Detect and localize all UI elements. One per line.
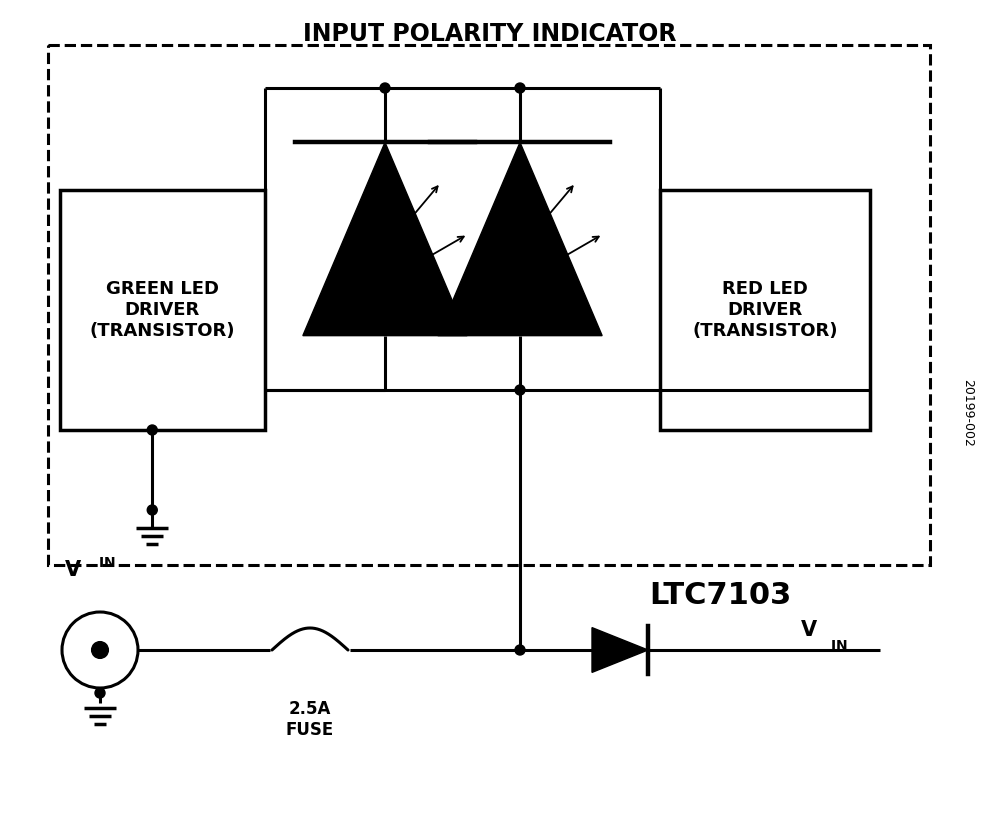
Text: $\mathbf{V}$: $\mathbf{V}$: [800, 620, 818, 640]
Circle shape: [147, 425, 157, 435]
Polygon shape: [438, 142, 602, 336]
Text: LTC7103: LTC7103: [649, 580, 791, 610]
Circle shape: [92, 641, 108, 659]
Text: RED LED
DRIVER
(TRANSISTOR): RED LED DRIVER (TRANSISTOR): [692, 280, 838, 340]
Text: GREEN LED
DRIVER
(TRANSISTOR): GREEN LED DRIVER (TRANSISTOR): [90, 280, 236, 340]
Polygon shape: [303, 142, 467, 336]
Text: 20199-002: 20199-002: [961, 379, 974, 447]
Circle shape: [515, 645, 525, 655]
Circle shape: [515, 83, 525, 93]
Circle shape: [380, 83, 390, 93]
Text: $\mathbf{IN}$: $\mathbf{IN}$: [830, 639, 848, 653]
Circle shape: [515, 385, 525, 395]
Text: INPUT POLARITY INDICATOR: INPUT POLARITY INDICATOR: [304, 22, 676, 46]
FancyBboxPatch shape: [660, 190, 870, 430]
Text: $\mathbf{IN}$: $\mathbf{IN}$: [98, 556, 115, 570]
Text: 2.5A
FUSE: 2.5A FUSE: [286, 700, 334, 739]
FancyBboxPatch shape: [60, 190, 265, 430]
Circle shape: [95, 688, 105, 698]
Text: $\mathbf{V}$: $\mathbf{V}$: [64, 560, 82, 580]
Circle shape: [147, 505, 157, 515]
Polygon shape: [592, 628, 648, 672]
